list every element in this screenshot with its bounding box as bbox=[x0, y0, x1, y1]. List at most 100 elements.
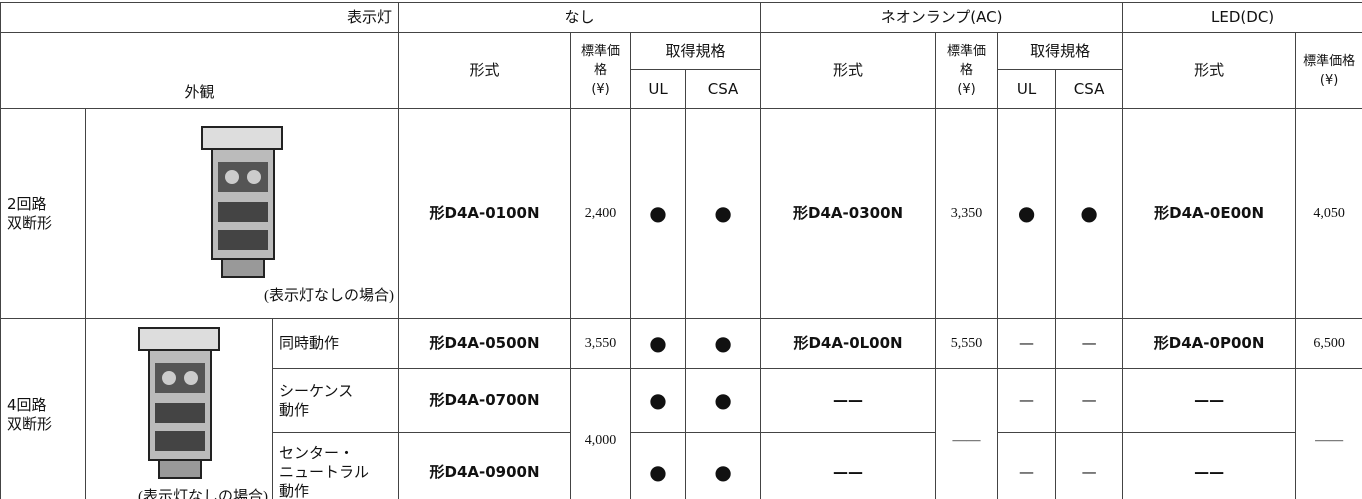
caption: (表示灯なしの場合) bbox=[138, 489, 268, 499]
table-row: 4回路 双断形 (表示灯なしの場合) 同時動作 形D4A-0500N 3,550 ● ● 形D4… bbox=[0, 318, 1362, 499]
header-cell-text: 標準価格 bbox=[1303, 53, 1356, 69]
switch-illustration bbox=[201, 125, 284, 278]
csa-mark: — bbox=[1055, 318, 1124, 369]
header-cell-text: (¥) bbox=[1319, 72, 1339, 88]
price-text: —— bbox=[952, 432, 981, 448]
model-text: 形D4A-0E00N bbox=[1154, 204, 1265, 222]
model-text: —— bbox=[833, 462, 864, 481]
model-text: 形D4A-0100N bbox=[429, 204, 540, 222]
model: 形D4A-0L00N bbox=[760, 318, 937, 369]
table-row: UL CSA UL CSA bbox=[1, 69, 1362, 109]
circuit-label-text: 双断形 bbox=[7, 213, 53, 232]
csa-mark: ● bbox=[1055, 108, 1124, 319]
price: 3,350 bbox=[935, 108, 999, 319]
header-cell: 形式 bbox=[1122, 32, 1297, 109]
product-image bbox=[90, 323, 268, 488]
circuit-label-text: 2回路 bbox=[7, 194, 47, 213]
csa-mark-text: — bbox=[1081, 462, 1097, 481]
model: 形D4A-0300N bbox=[760, 108, 937, 319]
header-cell: 形式 bbox=[398, 32, 572, 109]
csa-mark-text: ● bbox=[714, 331, 732, 355]
ul-mark: — bbox=[997, 432, 1057, 499]
model: 形D4A-0100N bbox=[398, 108, 572, 319]
header-cell: 外観 bbox=[0, 32, 400, 109]
header-cell-text: CSA bbox=[1073, 79, 1105, 98]
price-text: 6,500 bbox=[1313, 336, 1345, 351]
terminal-block bbox=[155, 431, 205, 451]
header-cell-text: UL bbox=[1016, 79, 1037, 98]
header-cell-text: 取得規格 bbox=[1030, 41, 1091, 60]
terminal-block bbox=[218, 201, 269, 222]
price-text: —— bbox=[1315, 432, 1344, 448]
model: —— bbox=[1122, 368, 1297, 433]
price-text: 5,550 bbox=[950, 336, 983, 351]
group-header: LED(DC) bbox=[1122, 2, 1362, 33]
price: 2,400 bbox=[570, 108, 632, 319]
model: —— bbox=[760, 432, 937, 499]
model-text: 形D4A-0500N bbox=[429, 334, 540, 352]
terminal bbox=[184, 371, 198, 385]
ul-mark: ● bbox=[630, 318, 687, 369]
csa-mark: — bbox=[1055, 368, 1124, 433]
circuit-label: 2回路 双断形 bbox=[0, 108, 86, 319]
csa-mark-text: ● bbox=[714, 388, 732, 412]
model-text: —— bbox=[1194, 391, 1225, 409]
operation: シーケンス 動作 bbox=[271, 368, 400, 433]
switch-base bbox=[221, 257, 266, 278]
switch-base bbox=[158, 459, 202, 479]
price-text: 3,550 bbox=[584, 336, 617, 351]
model-text: —— bbox=[833, 391, 864, 409]
table-row: 2回路 双断形 (表示灯なしの場合) 形D4A-0100N 2,400 ● ● 形D4A-03… bbox=[0, 108, 1362, 319]
model: —— bbox=[1122, 432, 1297, 499]
ul-mark-text: ● bbox=[649, 331, 667, 355]
group-header: なし bbox=[398, 2, 762, 33]
terminal bbox=[162, 371, 176, 385]
header-cell: 標準価格 (¥) bbox=[935, 32, 999, 109]
header-cell: UL bbox=[997, 69, 1057, 109]
price-text: 2,400 bbox=[584, 206, 617, 221]
price-text: 4,050 bbox=[1313, 206, 1345, 221]
header-cell: 取得規格 bbox=[997, 32, 1124, 70]
ul-mark: ● bbox=[997, 108, 1057, 319]
header-cell: 形式 bbox=[760, 32, 937, 109]
model-text: 形D4A-0300N bbox=[793, 204, 904, 222]
ul-mark-text: — bbox=[1019, 462, 1035, 481]
ul-mark-text: — bbox=[1019, 391, 1035, 409]
model: 形D4A-0500N bbox=[398, 318, 572, 369]
group-header-text: ネオンランプ(AC) bbox=[880, 8, 1003, 26]
header-cell-text: 表示灯 bbox=[347, 8, 393, 26]
csa-mark-text: ● bbox=[1080, 201, 1098, 225]
csa-mark: ● bbox=[685, 368, 762, 433]
circuit-label-text: 双断形 bbox=[7, 415, 53, 433]
header-cell-text: 標準価格 bbox=[947, 44, 987, 78]
model: 形D4A-0700N bbox=[398, 368, 572, 433]
csa-mark: ● bbox=[685, 108, 762, 319]
ul-mark: ● bbox=[630, 108, 687, 319]
operation-text: ニュートラル bbox=[279, 462, 370, 481]
table-row: 表示灯 なし ネオンランプ(AC) LED(DC) bbox=[0, 2, 1362, 33]
header-cell: 標準価格 (¥) bbox=[1295, 32, 1362, 109]
header-cell-text: 形式 bbox=[469, 61, 500, 79]
ul-mark: — bbox=[997, 368, 1057, 433]
ul-mark: ● bbox=[630, 432, 687, 499]
circuit-label-text: 4回路 bbox=[7, 396, 47, 414]
csa-mark-text: — bbox=[1081, 334, 1097, 352]
price-text: 3,350 bbox=[950, 206, 983, 221]
terminal-block bbox=[155, 403, 205, 423]
price: —— bbox=[935, 368, 999, 499]
header-cell-text: 形式 bbox=[1194, 61, 1225, 79]
operation-text: 動作 bbox=[279, 481, 310, 499]
operation-text: センター・ bbox=[279, 443, 355, 462]
table-row: センター・ ニュートラル 動作 形D4A-0900N ● ● —— — — —— bbox=[1, 432, 1362, 499]
csa-mark-text: ● bbox=[714, 459, 732, 484]
header-cell-text: CSA bbox=[707, 79, 739, 98]
model: 形D4A-0P00N bbox=[1122, 318, 1297, 369]
ul-mark: ● bbox=[630, 368, 687, 433]
circuit-label: 4回路 双断形 bbox=[0, 318, 86, 499]
header-cell-text: 標準価格 bbox=[581, 44, 621, 78]
csa-mark: ● bbox=[685, 432, 762, 499]
product-image bbox=[90, 122, 394, 287]
caption: (表示灯なしの場合) bbox=[264, 287, 395, 304]
terminal bbox=[225, 169, 240, 184]
